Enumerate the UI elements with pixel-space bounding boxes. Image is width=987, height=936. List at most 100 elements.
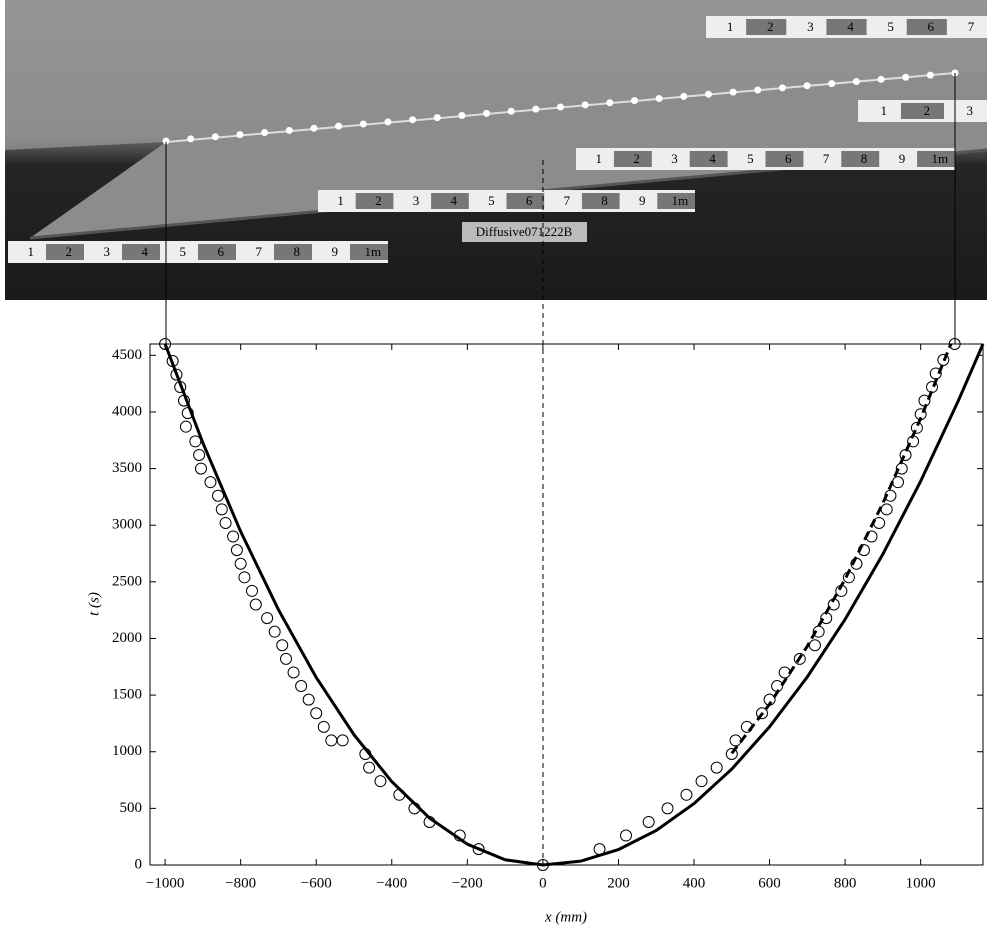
data-point [317,720,330,733]
ruler-segment [613,151,652,167]
y-tick-label: 500 [120,800,143,816]
front-dot [483,109,491,117]
ruler-label: 8 [294,244,301,259]
data-point [374,775,387,788]
data-point [858,544,870,557]
data-point [159,338,172,350]
front-dot [803,82,811,90]
x-tick-label: 600 [758,875,781,891]
data-point [873,516,886,529]
ruler-label: 3 [807,19,814,34]
data-point [880,503,893,516]
data-point [593,843,606,856]
front-dot [261,129,269,136]
data-point [227,530,240,543]
ruler-segment [746,19,787,35]
front-dot [359,120,367,128]
ruler-label: 6 [785,151,792,166]
data-point [740,720,753,733]
data-point [295,680,308,693]
ruler-segment [689,151,728,167]
front-dot [655,95,663,102]
y-tick-label: 4000 [112,403,142,419]
y-tick-label: 0 [135,856,143,872]
ruler-label: 8 [601,193,608,208]
data-point [359,748,372,761]
data-point [179,420,192,433]
data-point [193,448,206,461]
data-point [423,815,436,828]
y-tick-label: 2500 [112,573,142,589]
x-tick-label: 200 [607,875,630,891]
y-tick-label: 1500 [112,687,142,703]
ruler-label: 7 [823,151,830,166]
ruler-label: 9 [639,193,646,208]
front-dot [409,116,417,124]
data-point [771,680,784,693]
data-point [710,761,723,774]
data-point [363,761,376,774]
ruler-label: 3 [671,151,678,166]
front-dot [852,78,860,85]
ruler-label: 4 [847,19,854,34]
front-dot [557,103,564,111]
x-tick-label: 800 [834,875,857,891]
data-point [914,408,927,421]
ruler-label: 1m [672,193,689,208]
curve [163,343,985,867]
data-point [536,859,549,871]
data-point [325,734,338,747]
ruler-label: 7 [564,193,571,208]
ruler-label: 6 [526,193,533,208]
data-point [219,516,232,529]
front-dot [433,114,441,122]
data-point [918,394,931,407]
data-point [234,557,247,570]
data-point [238,571,251,584]
x-tick-label: 1000 [906,875,936,891]
front-dot [335,122,343,130]
data-point [884,489,897,502]
ruler-label: 2 [66,244,73,259]
data-point [899,448,912,461]
ruler-label: 5 [747,151,754,166]
ruler-segment [350,244,388,260]
label-box [462,222,587,242]
ruler-label: 6 [218,244,225,259]
data-point [261,612,274,625]
data-point [695,775,708,788]
ruler-segment [355,193,394,209]
ruler-segment [657,193,695,209]
x-tick-label: −400 [376,875,407,891]
ruler-label: 1 [881,103,888,118]
data-point [808,639,821,652]
front-dot [384,118,392,126]
front-dot [532,105,540,113]
ruler-segment [274,244,312,260]
data-point [620,829,632,842]
ruler-label: 3 [104,244,111,259]
front-dot [236,131,244,139]
data-point [756,707,768,720]
data-point [453,829,466,842]
ruler-label: 4 [450,193,457,208]
x-tick-label: 400 [683,875,706,891]
ruler-label: 9 [332,244,339,259]
ruler-segment [826,19,867,35]
data-point [408,802,421,815]
front-dot [704,90,712,98]
ruler-label: 7 [968,19,975,34]
data-point [929,367,942,380]
data-point [212,489,224,502]
data-point [166,354,179,367]
data-point [174,381,187,394]
data-point [907,435,920,448]
data-point [827,598,840,611]
data-point [204,476,217,489]
data-point [835,584,848,597]
data-point [310,707,323,720]
data-point [170,368,183,381]
y-tick-label: 2000 [112,630,142,646]
x-tick-label: −1000 [146,875,184,891]
y-tick-label: 3500 [112,460,142,476]
